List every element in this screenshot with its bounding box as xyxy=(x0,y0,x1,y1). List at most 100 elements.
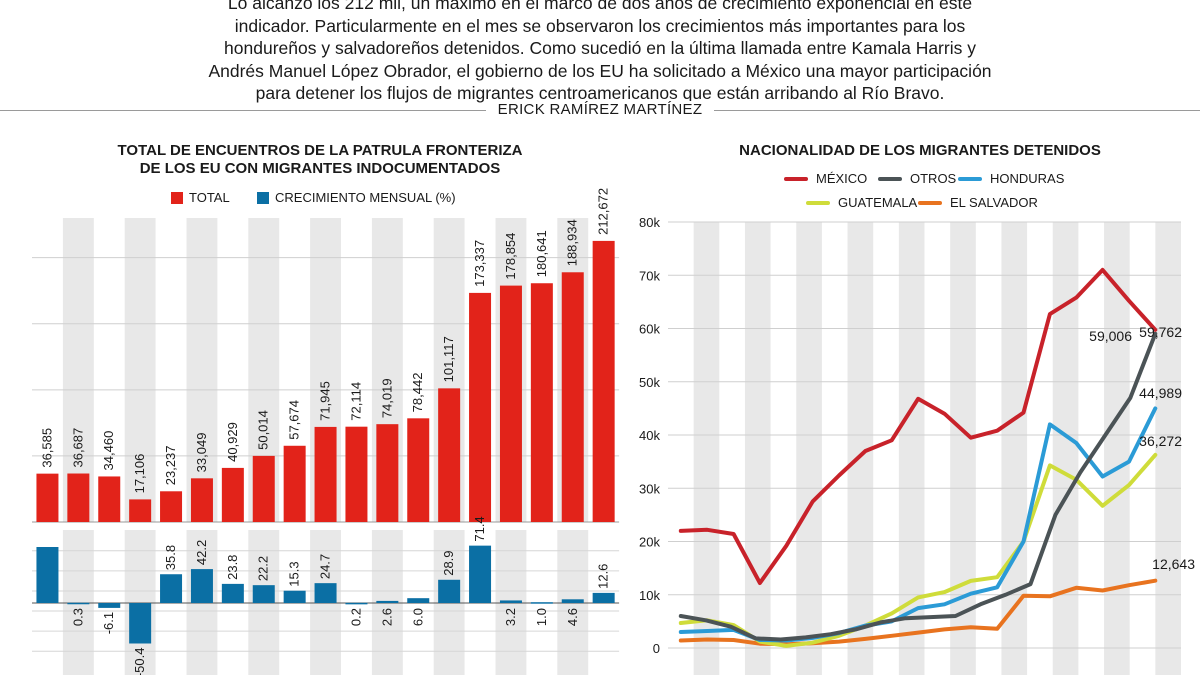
total-bar xyxy=(407,418,430,522)
growth-bar-label: 28.9 xyxy=(441,550,456,575)
legend-swatch xyxy=(257,191,269,204)
legend-swatch xyxy=(806,200,830,205)
total-bar-label: 36,687 xyxy=(70,428,85,468)
total-bar xyxy=(438,388,461,522)
total-bar xyxy=(499,285,522,522)
series-line xyxy=(678,267,1158,585)
column-stripe xyxy=(950,222,976,675)
growth-bar-label: -50.4 xyxy=(132,647,147,675)
column-stripe xyxy=(1104,222,1130,675)
total-bar-label: 17,106 xyxy=(132,454,147,494)
growth-bar xyxy=(438,579,461,603)
growth-bar-label: 0.3 xyxy=(70,608,85,626)
growth-bar-label: 0.2 xyxy=(348,608,363,626)
total-bar xyxy=(129,499,152,522)
y-tick-label: 80k xyxy=(639,215,660,230)
growth-bar xyxy=(407,598,430,603)
legend-label: CRECIMIENTO MENSUAL (%) xyxy=(275,190,456,205)
series-line xyxy=(678,578,1158,647)
total-bar xyxy=(376,424,399,522)
column-stripe xyxy=(898,222,925,675)
column-stripe xyxy=(1052,222,1079,675)
growth-bar xyxy=(376,600,399,603)
y-tick-label: 50k xyxy=(639,375,660,390)
growth-bar-label: 24.7 xyxy=(318,554,333,579)
total-bar-label: 178,854 xyxy=(503,233,518,280)
series-end-label: 44,989 xyxy=(1139,385,1182,401)
legend-otros: OTROS xyxy=(878,171,956,186)
growth-bar xyxy=(314,583,337,603)
y-tick-label: 30k xyxy=(639,481,660,496)
total-bar-label: 36,585 xyxy=(39,428,54,468)
column-stripe xyxy=(124,218,156,522)
legend-total: TOTAL xyxy=(171,190,230,205)
growth-bar-label: 35.8 xyxy=(163,545,178,570)
total-bar xyxy=(283,445,306,522)
total-bar-label: 57,674 xyxy=(287,400,302,440)
bar-chart-title: TOTAL DE ENCUENTROS DE LA PATRULA FRONTE… xyxy=(60,142,580,178)
y-tick-label: 0 xyxy=(653,641,660,656)
legend-swatch xyxy=(958,176,982,181)
total-bar-label: 72,114 xyxy=(348,382,363,421)
intro-line: Andrés Manuel López Obrador, el gobierno… xyxy=(208,60,992,81)
growth-bar-label: 22.2 xyxy=(256,556,271,581)
legend-growth: CRECIMIENTO MENSUAL (%) xyxy=(257,190,456,205)
y-tick-label: 60k xyxy=(639,322,660,337)
legend-swatch xyxy=(918,200,942,205)
column-stripe xyxy=(744,222,771,675)
legend-label: OTROS xyxy=(910,171,957,186)
legend-label: EL SALVADOR xyxy=(950,195,1038,210)
total-bar xyxy=(190,478,213,522)
series-line xyxy=(678,331,1158,642)
growth-bar xyxy=(345,602,368,605)
y-tick-label: 70k xyxy=(639,268,660,283)
total-bar-label: 212,672 xyxy=(596,188,611,235)
byline: ERICK RAMÍREZ MARTÍNEZ xyxy=(0,101,1200,118)
legend-guatemala: GUATEMALA xyxy=(806,195,917,210)
growth-bar-label: 23.8 xyxy=(225,555,240,580)
total-bar-label: 40,929 xyxy=(225,422,240,462)
series-line xyxy=(678,452,1158,648)
growth-bar xyxy=(221,583,244,603)
bar-chart: 36,585 36,687 0.3 34,460 -6.1 17,106 -50.4 23,2… xyxy=(32,188,620,675)
total-bar-label: 23,237 xyxy=(163,446,178,486)
growth-bar xyxy=(252,585,275,603)
growth-bar-label: -6.1 xyxy=(101,612,116,634)
growth-bar xyxy=(190,569,213,603)
legend-label: MÉXICO xyxy=(816,171,868,186)
bar-chart-title-line: DE LOS EU CON MIGRANTES INDOCUMENTADOS xyxy=(139,160,501,177)
series-end-label: 59,762 xyxy=(1139,324,1182,340)
growth-bar xyxy=(36,547,59,603)
legend-label: HONDURAS xyxy=(990,171,1065,186)
total-bar-label: 180,641 xyxy=(534,230,549,277)
growth-bar-label: 1.0 xyxy=(534,608,549,626)
total-bar-label: 188,934 xyxy=(565,219,580,266)
column-stripe xyxy=(847,222,874,675)
total-bar xyxy=(592,240,615,523)
intro-line: Lo alcanzó los 212 mil, un máximo en el … xyxy=(227,0,973,13)
total-bar xyxy=(561,272,584,522)
legend-swatch xyxy=(878,176,902,181)
intro-line: indicador. Particularmente en el mes se … xyxy=(234,15,966,36)
total-bar xyxy=(36,473,59,522)
growth-bar xyxy=(561,599,584,603)
total-bar xyxy=(252,455,275,522)
total-bar xyxy=(221,467,244,522)
growth-bar-label: 71.4 xyxy=(472,516,487,541)
byline-text: ERICK RAMÍREZ MARTÍNEZ xyxy=(485,101,715,118)
growth-bar-label: 3.2 xyxy=(503,608,518,626)
column-stripe xyxy=(1155,222,1181,675)
legend-mexico: MÉXICO xyxy=(784,171,867,186)
legend-label: GUATEMALA xyxy=(838,195,918,210)
column-stripe xyxy=(62,218,94,522)
total-bar-label: 78,442 xyxy=(410,373,425,413)
bar-chart-title-line: TOTAL DE ENCUENTROS DE LA PATRULA FRONTE… xyxy=(117,142,523,159)
total-bar-label: 33,049 xyxy=(194,433,209,473)
series-line xyxy=(678,406,1158,643)
growth-bar-label: 42.2 xyxy=(194,540,209,565)
growth-bar-label: 4.6 xyxy=(565,608,580,626)
line-chart-title: NACIONALIDAD DE LOS MIGRANTES DETENIDOS xyxy=(739,142,1101,159)
total-bar xyxy=(160,491,183,522)
legend-el-salvador: EL SALVADOR xyxy=(918,195,1038,210)
y-tick-label: 10k xyxy=(639,588,660,603)
